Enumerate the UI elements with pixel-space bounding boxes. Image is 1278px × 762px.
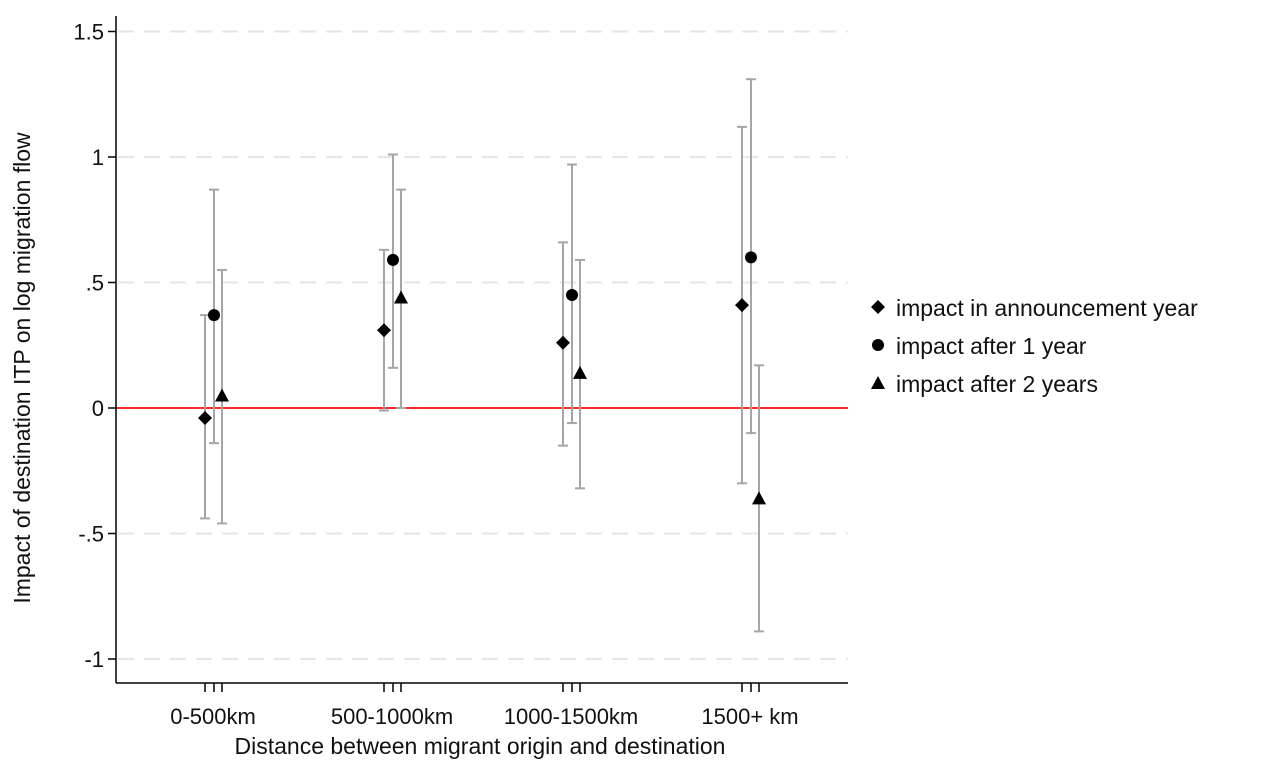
point-triangle: [215, 388, 229, 402]
y-tick-label: 1.5: [73, 20, 104, 45]
point-circle: [745, 251, 757, 264]
point-circle: [566, 289, 578, 302]
point-diamond: [735, 298, 749, 313]
y-tick-label: -.5: [78, 522, 104, 547]
point-triangle: [573, 365, 587, 379]
point-circle: [387, 253, 399, 266]
legend-item: impact after 1 year: [872, 333, 1087, 359]
legend-item: impact in announcement year: [871, 295, 1198, 321]
point-circle: [208, 309, 220, 322]
y-tick-label: -1: [84, 647, 104, 672]
legend-label: impact in announcement year: [896, 295, 1198, 321]
y-tick-label: .5: [86, 271, 104, 296]
legend-marker-triangle: [871, 376, 885, 389]
y-tick-label: 0: [92, 396, 104, 421]
y-tick-label: 1: [92, 145, 104, 170]
x-tick-label: 0-500km: [170, 704, 256, 729]
x-tick-label: 1000-1500km: [504, 704, 639, 729]
legend-label: impact after 2 years: [896, 371, 1098, 397]
legend-marker-diamond: [871, 300, 885, 314]
x-tick-label: 500-1000km: [331, 704, 453, 729]
point-triangle: [752, 491, 766, 505]
axes: 1.51.50-.5-10-500km 500-1000km 1000-1500km…: [73, 16, 848, 729]
legend-item: impact after 2 years: [871, 371, 1098, 397]
legend-marker-circle: [872, 339, 884, 351]
x-axis-title: Distance between migrant origin and dest…: [235, 733, 726, 759]
point-diamond: [556, 335, 570, 350]
point-diamond: [377, 323, 391, 338]
point-estimates: [198, 251, 766, 505]
point-triangle: [394, 290, 408, 304]
point-diamond: [198, 411, 212, 426]
legend: impact in announcement year impact after …: [871, 295, 1198, 397]
y-axis-title: Impact of destination ITP on log migrati…: [9, 132, 35, 604]
confidence-intervals: [200, 78, 764, 633]
grid-lines: [118, 30, 848, 660]
x-tick-label: 1500+ km: [701, 704, 798, 729]
legend-label: impact after 1 year: [896, 333, 1087, 359]
